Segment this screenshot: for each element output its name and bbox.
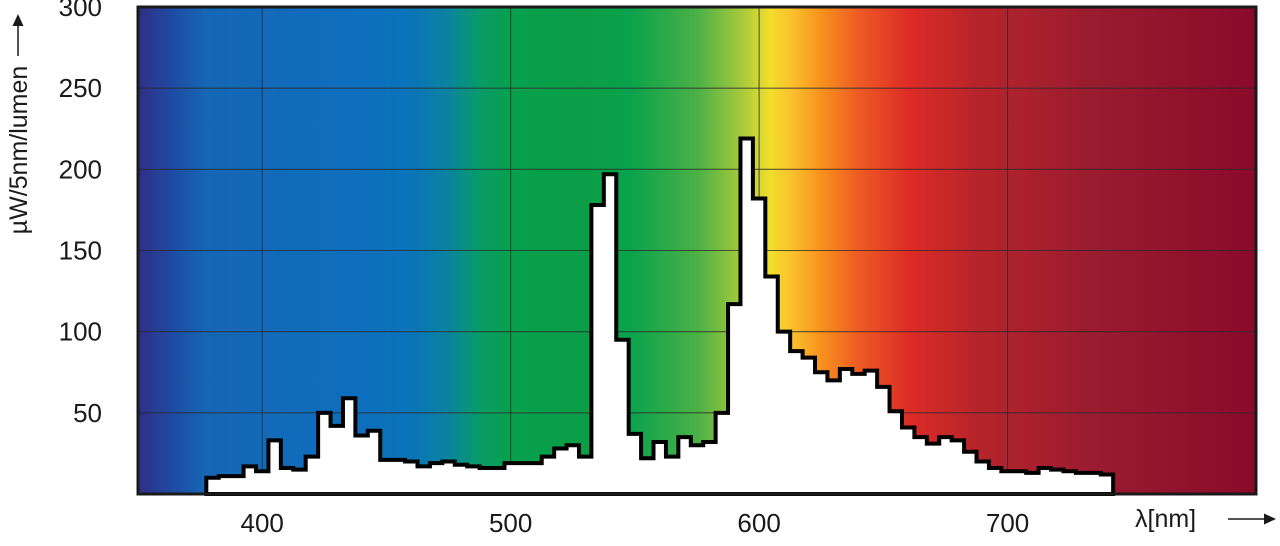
spectral-power-area xyxy=(204,136,1116,496)
y-tick-label: 150 xyxy=(59,236,102,266)
x-tick-label: 500 xyxy=(489,508,532,538)
x-tick-label: 700 xyxy=(986,508,1029,538)
plot-frame xyxy=(136,5,1258,496)
y-tick-label: 200 xyxy=(59,154,102,184)
y-axis-title-group: µW/5nm/lumen xyxy=(5,66,33,235)
x-axis-title: λ[nm] xyxy=(1135,505,1196,533)
y-axis-title: µW/5nm/lumen xyxy=(5,66,33,235)
y-tick-label: 300 xyxy=(59,0,102,22)
y-axis-arrow xyxy=(12,14,24,56)
y-tick-label: 100 xyxy=(59,317,102,347)
y-axis-ticks: 50 100 150 200 250 300 xyxy=(59,0,102,428)
y-tick-label: 250 xyxy=(59,73,102,103)
x-axis-arrow xyxy=(1228,513,1276,525)
y-tick-label: 50 xyxy=(73,398,102,428)
x-tick-label: 400 xyxy=(241,508,284,538)
x-tick-label: 600 xyxy=(737,508,780,538)
x-axis-ticks: 400 500 600 700 xyxy=(241,508,1030,538)
